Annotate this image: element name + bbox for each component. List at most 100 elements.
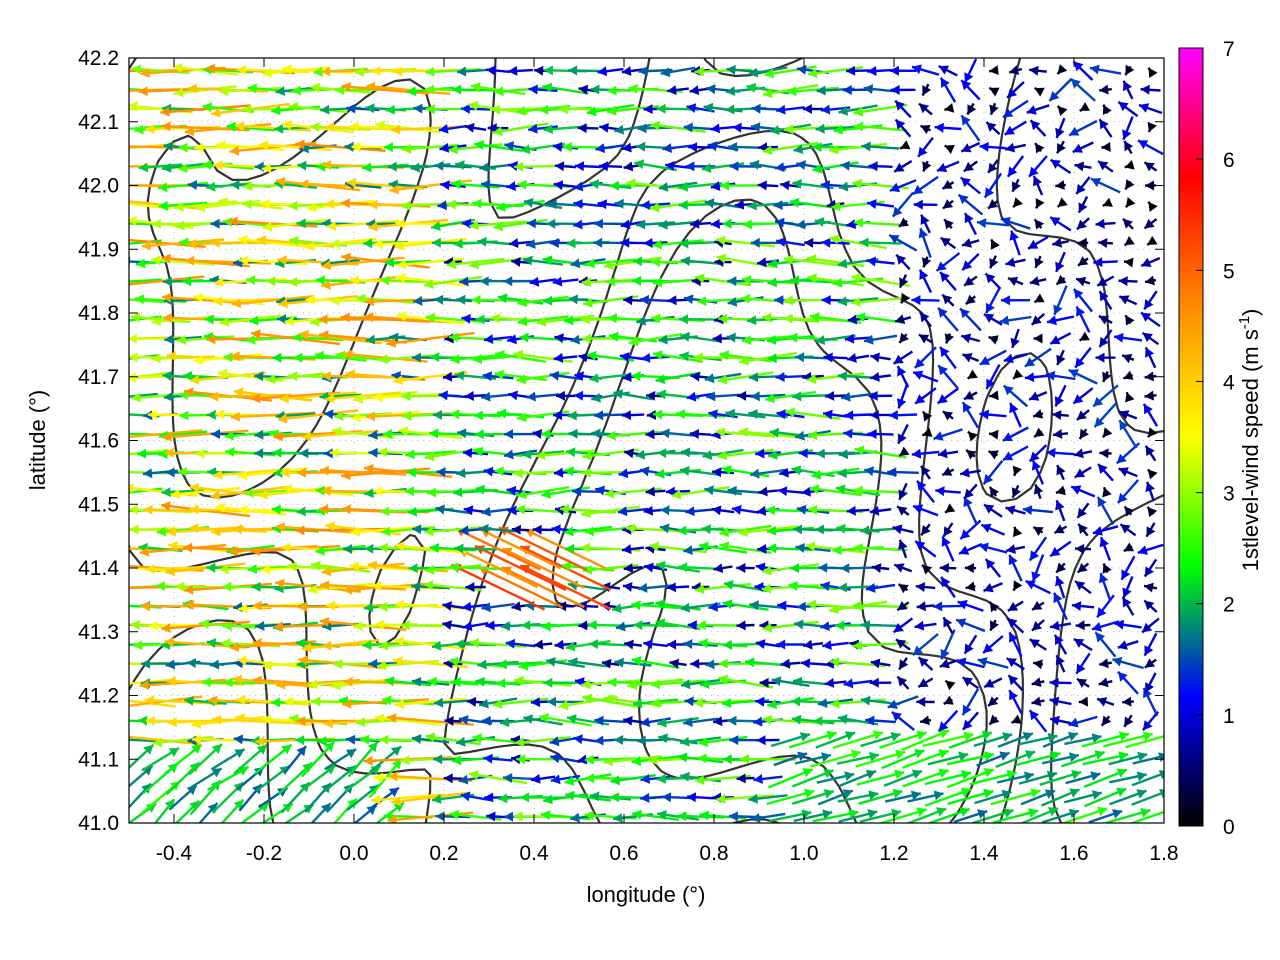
wind-arrow [1033,333,1043,344]
wind-arrow [979,141,1007,152]
wind-arrow [1028,390,1048,401]
wind-arrow [1008,65,1023,75]
wind-arrow [888,410,918,421]
wind-arrow [947,788,994,805]
wind-arrow [284,745,307,774]
x-tick-label: 0.4 [519,842,549,865]
wind-arrow [736,773,755,784]
wind-arrow [511,257,530,267]
wind-arrow [787,86,839,97]
wind-arrow [897,583,909,594]
wind-arrow [896,382,909,409]
wind-arrow [992,808,1039,823]
wind-arrow [1072,141,1094,154]
wind-arrow [324,748,357,771]
wind-arrow [773,751,808,767]
wind-arrow [915,582,936,592]
x-tick-label: 1.6 [1059,842,1088,865]
wind-arrow [844,410,872,421]
wind-arrow [1049,677,1072,688]
wind-arrow [716,793,775,804]
wind-arrow [1049,620,1072,631]
wind-arrow [793,809,833,823]
wind-arrow [652,239,704,250]
wind-arrow [613,389,653,401]
wind-arrow [941,466,955,477]
wind-arrow [614,657,652,668]
wind-arrow [1147,67,1158,78]
wind-arrow [1055,251,1066,273]
wind-arrow [1140,84,1161,95]
wind-arrow [917,656,934,671]
wind-arrow [451,677,500,688]
wind-arrow [503,449,538,460]
wind-arrow [1131,788,1164,806]
wind-arrow [883,769,923,787]
wind-arrow [902,768,949,788]
wind-arrow [901,729,950,752]
wind-arrow [331,426,395,439]
wind-arrow [141,746,180,772]
wind-arrow [1072,288,1094,313]
wind-arrow [552,276,579,287]
wind-arrow [233,743,268,775]
wind-arrow [717,371,774,385]
wind-arrow [1031,600,1045,611]
wind-arrow [846,353,870,363]
wind-arrow [1028,155,1048,178]
wind-arrow [1019,807,1059,823]
wind-arrow [1124,64,1135,76]
wind-arrow [1033,87,1045,97]
wind-arrow [660,66,696,78]
wind-arrow [388,771,473,782]
wind-arrow [961,253,980,271]
wind-arrow [963,634,978,655]
wind-arrow [138,162,183,173]
wind-arrow [1096,697,1115,707]
wind-arrow [615,621,651,632]
wind-arrow [1011,178,1021,193]
wind-arrow [748,66,788,78]
wind-arrow [394,636,467,650]
wind-arrow [1117,640,1139,650]
wind-arrow [262,66,329,78]
y-tick-label: 41.9 [78,238,119,261]
wind-arrow [914,346,937,369]
wind-arrow [955,618,986,633]
wind-arrow [493,218,548,232]
wind-arrow [753,774,783,784]
wind-arrow [497,293,544,305]
wind-arrow [1094,631,1117,658]
wind-arrow [219,314,282,327]
wind-arrow [505,638,536,649]
wind-arrow [1055,485,1066,496]
wind-arrow [528,123,558,134]
wind-arrow [443,773,463,784]
wind-arrow [666,582,690,593]
wind-arrow [1052,237,1069,248]
wind-arrow [1068,368,1098,385]
colorbar-tick-label: 2 [1223,594,1235,617]
wind-arrow [988,486,1000,498]
wind-arrow [1009,230,1021,256]
wind-arrow [517,295,569,308]
wind-arrow [1077,196,1089,214]
wind-arrow [858,788,903,805]
wind-arrow [347,741,379,778]
wind-arrow [1075,176,1091,195]
wind-arrow [1072,387,1094,405]
wind-arrow [1041,788,1080,807]
wind-arrow [764,65,817,79]
wind-arrow [853,121,908,132]
wind-arrow [1102,563,1112,574]
wind-arrow [1041,808,1080,823]
wind-arrow [1029,638,1047,651]
wind-arrow [914,387,937,405]
wind-arrow [1074,161,1092,172]
wind-arrow [1072,60,1094,81]
colorbar-title: 1stlevel-wind speed (m s-1) [1236,309,1263,572]
wind-arrow [717,448,774,461]
wind-arrow [442,620,464,630]
wind-arrow [1101,427,1113,439]
wind-arrow [1109,771,1147,784]
